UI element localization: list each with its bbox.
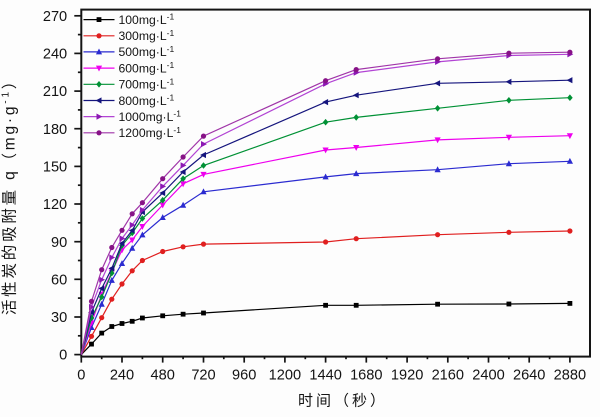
svg-text:600mg·L-1: 600mg·L-1 <box>119 60 175 75</box>
svg-text:1440: 1440 <box>309 368 341 384</box>
svg-text:2160: 2160 <box>432 368 464 384</box>
svg-text:240: 240 <box>43 47 67 63</box>
svg-text:0: 0 <box>77 368 85 384</box>
svg-text:1920: 1920 <box>391 368 423 384</box>
svg-text:90: 90 <box>51 235 67 251</box>
svg-text:活性炭的吸附量 q（mg·g-1）: 活性炭的吸附量 q（mg·g-1） <box>1 71 19 315</box>
svg-text:720: 720 <box>191 368 215 384</box>
svg-text:480: 480 <box>151 368 175 384</box>
svg-text:1680: 1680 <box>350 368 382 384</box>
svg-text:0: 0 <box>59 348 67 364</box>
svg-text:700mg·L-1: 700mg·L-1 <box>119 76 175 91</box>
svg-text:2880: 2880 <box>554 368 586 384</box>
svg-text:270: 270 <box>43 9 67 25</box>
svg-text:30: 30 <box>51 310 67 326</box>
svg-text:60: 60 <box>51 272 67 288</box>
svg-text:500mg·L-1: 500mg·L-1 <box>119 44 175 59</box>
svg-text:120: 120 <box>43 197 67 213</box>
svg-text:100mg·L-1: 100mg·L-1 <box>119 12 175 27</box>
svg-text:1000mg·L-1: 1000mg·L-1 <box>119 109 182 124</box>
svg-text:150: 150 <box>43 160 67 176</box>
svg-text:800mg·L-1: 800mg·L-1 <box>119 93 175 108</box>
svg-text:2640: 2640 <box>513 368 545 384</box>
svg-text:240: 240 <box>110 368 134 384</box>
svg-text:960: 960 <box>232 368 256 384</box>
svg-text:180: 180 <box>43 122 67 138</box>
svg-text:2400: 2400 <box>472 368 504 384</box>
svg-text:300mg·L-1: 300mg·L-1 <box>119 28 175 43</box>
svg-text:1200mg·L-1: 1200mg·L-1 <box>119 125 182 140</box>
svg-text:时间（秒）: 时间（秒） <box>298 393 388 410</box>
svg-text:210: 210 <box>43 84 67 100</box>
svg-text:1200: 1200 <box>269 368 301 384</box>
